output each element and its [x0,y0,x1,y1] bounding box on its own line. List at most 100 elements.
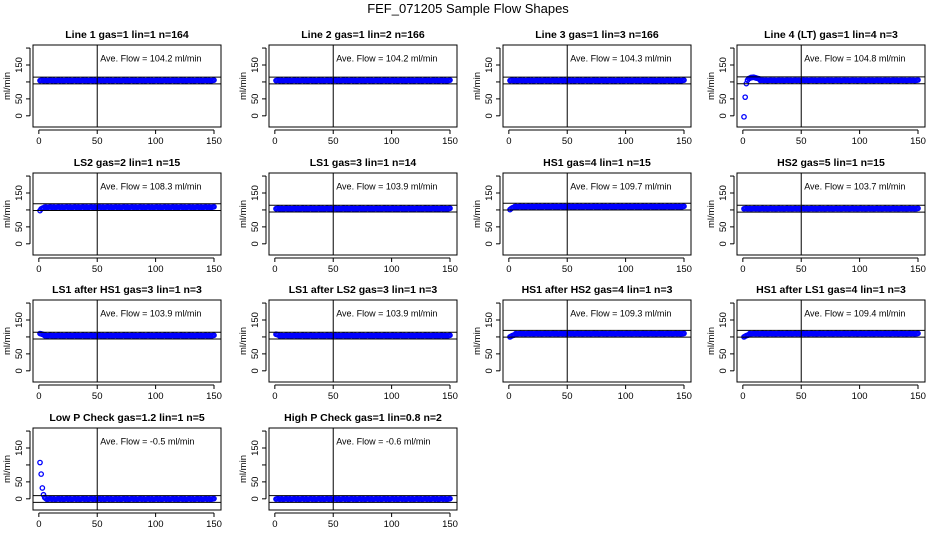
y-tick-label: 0 [250,113,261,118]
y-tick-label: 150 [484,312,495,328]
x-tick-label: 150 [442,136,458,147]
data-point [38,471,45,477]
y-tick-label: 50 [14,349,25,360]
data-point [741,113,747,120]
x-tick-label: 100 [384,519,400,530]
data-point [39,485,46,491]
x-tick-label: 0 [272,391,277,402]
y-axis-label: ml/min [706,200,717,228]
plot-frame [268,172,458,256]
data-point [37,459,43,466]
panel-title: LS1 after HS1 gas=3 lin=1 n=3 [52,284,202,296]
plot-frame [736,44,926,128]
y-axis-label: ml/min [2,327,13,355]
y-tick-label: 150 [718,312,729,328]
y-tick-label: 0 [250,368,261,373]
x-tick-label: 50 [796,264,807,275]
x-tick-label: 100 [148,519,164,530]
x-tick-label: 50 [92,519,103,530]
average-flow-label: Ave. Flow = 108.3 ml/min [100,182,201,192]
y-tick-label: 150 [718,57,729,73]
x-tick-label: 0 [740,136,745,147]
x-tick-label: 100 [618,136,634,147]
average-flow-label: Ave. Flow = 103.7 ml/min [804,182,905,192]
panel-title: LS1 after LS2 gas=3 lin=1 n=3 [289,284,438,296]
x-tick-label: 100 [384,391,400,402]
data-point [915,330,921,337]
x-tick-label: 100 [618,264,634,275]
x-tick-label: 150 [442,391,458,402]
panel-0: Line 1 gas=1 lin=1 n=164 Ave. Flow = 104.… [2,29,222,147]
y-tick-label: 150 [718,185,729,201]
y-tick-label: 0 [718,368,729,373]
x-tick-label: 0 [740,391,745,402]
panel-12: Low P Check gas=1.2 lin=1 n=5 Ave. Flow =… [2,412,222,530]
y-axis-label: ml/min [2,200,13,228]
average-flow-label: Ave. Flow = 103.9 ml/min [336,309,437,319]
x-tick-label: 0 [272,264,277,275]
x-tick-label: 0 [506,264,511,275]
y-tick-label: 150 [250,312,261,328]
y-tick-label: 0 [718,113,729,118]
panel-title: HS1 after LS1 gas=4 lin=1 n=3 [756,284,906,296]
average-flow-label: Ave. Flow = 103.9 ml/min [100,309,201,319]
panel-8: LS1 after HS1 gas=3 lin=1 n=3 Ave. Flow =… [2,284,222,402]
average-flow-label: Ave. Flow = 104.3 ml/min [570,54,671,64]
plot-frame [736,299,926,383]
y-tick-label: 0 [484,241,495,246]
panel-4: LS2 gas=2 lin=1 n=15 Ave. Flow = 108.3 ml… [2,157,222,275]
x-tick-label: 50 [92,264,103,275]
panel-13: High P Check gas=1 lin=0.8 n=2 Ave. Flow … [238,412,458,530]
plot-frame [268,427,458,511]
x-tick-label: 50 [328,391,339,402]
y-axis-label: ml/min [238,455,249,483]
panel-9: LS1 after LS2 gas=3 lin=1 n=3 Ave. Flow =… [238,284,458,402]
x-tick-label: 150 [206,136,222,147]
x-tick-label: 150 [206,391,222,402]
panel-title: LS2 gas=2 lin=1 n=15 [74,157,181,169]
plot-frame [32,44,222,128]
y-tick-label: 0 [250,496,261,501]
plot-frame [32,427,222,511]
data-point [742,94,749,101]
average-flow-label: Ave. Flow = 104.2 ml/min [100,54,201,64]
y-tick-label: 0 [14,368,25,373]
y-tick-label: 50 [718,94,729,105]
x-tick-label: 150 [676,264,692,275]
y-tick-label: 150 [250,185,261,201]
panel-title: Low P Check gas=1.2 lin=1 n=5 [49,412,204,424]
y-tick-label: 150 [14,185,25,201]
average-flow-label: Ave. Flow = 103.9 ml/min [336,182,437,192]
average-flow-label: Ave. Flow = 104.2 ml/min [336,54,437,64]
x-tick-label: 0 [740,264,745,275]
y-tick-label: 150 [250,57,261,73]
y-axis-label: ml/min [2,455,13,483]
panel-title: Line 4 (LT) gas=1 lin=4 n=3 [764,29,898,41]
x-tick-label: 150 [910,136,926,147]
y-tick-label: 50 [718,349,729,360]
y-tick-label: 50 [484,94,495,105]
plot-frame [32,299,222,383]
plot-frame [32,172,222,256]
data-point [681,203,687,210]
x-tick-label: 150 [442,519,458,530]
x-tick-label: 150 [676,136,692,147]
x-tick-label: 0 [36,264,41,275]
y-tick-label: 50 [250,477,261,488]
y-tick-label: 50 [250,94,261,105]
average-flow-label: Ave. Flow = 109.3 ml/min [570,309,671,319]
plot-frame [268,44,458,128]
y-axis-label: ml/min [472,327,483,355]
y-tick-label: 150 [484,57,495,73]
panel-title: High P Check gas=1 lin=0.8 n=2 [284,412,442,424]
y-tick-label: 50 [14,477,25,488]
y-axis-label: ml/min [2,72,13,100]
panel-title: HS1 after HS2 gas=4 lin=1 n=3 [522,284,673,296]
plot-frame [502,44,692,128]
panel-title: Line 1 gas=1 lin=1 n=164 [65,29,189,41]
x-tick-label: 0 [36,136,41,147]
panel-1: Line 2 gas=1 lin=2 n=166 Ave. Flow = 104.… [238,29,458,147]
panel-title: HS2 gas=5 lin=1 n=15 [777,157,885,169]
x-tick-label: 100 [148,264,164,275]
y-tick-label: 50 [250,222,261,233]
